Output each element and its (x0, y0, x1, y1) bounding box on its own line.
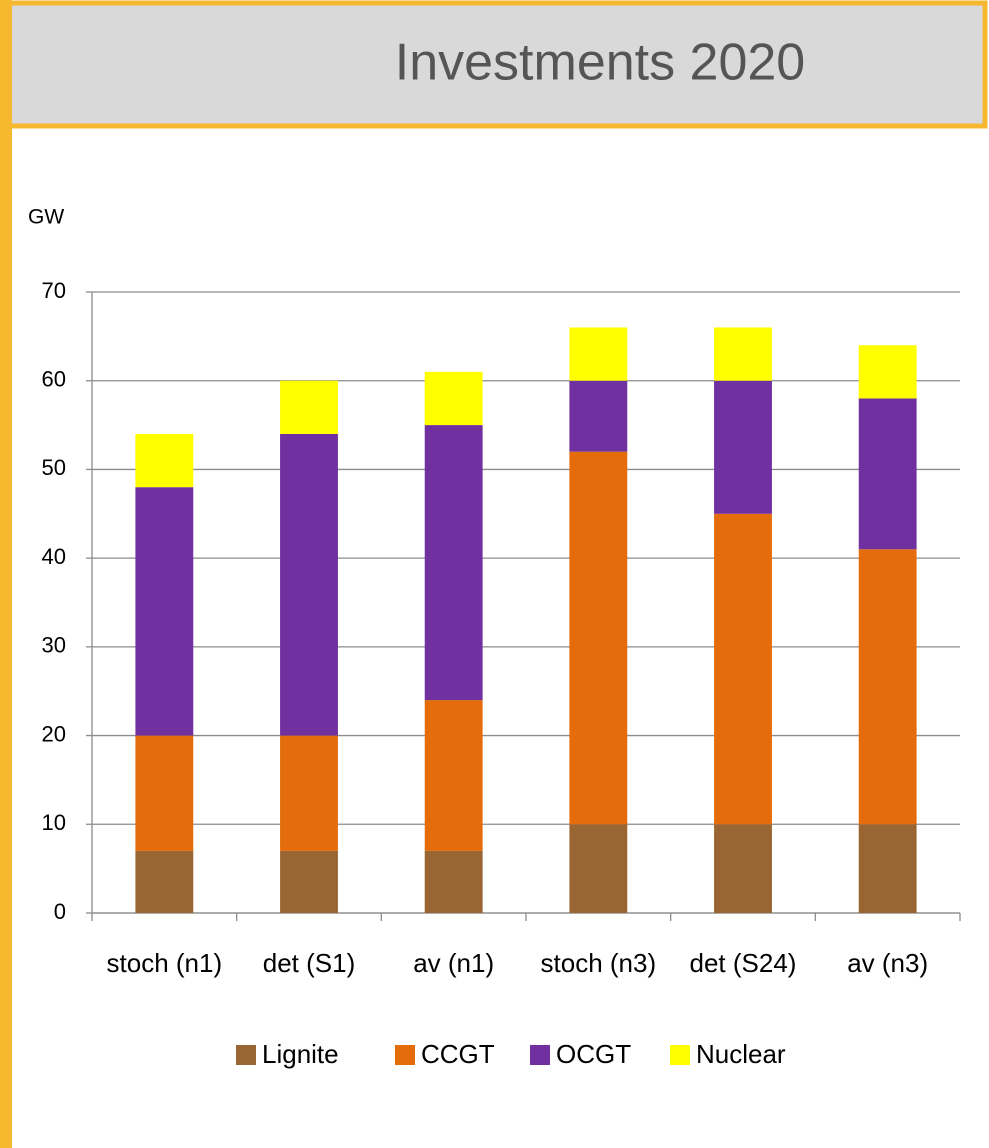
bar-segment (858, 824, 917, 913)
y-axis-label: GW (28, 206, 64, 229)
bar-segment (135, 735, 194, 851)
y-tick-label: 40 (42, 544, 66, 569)
bar-segment (858, 345, 917, 399)
legend-swatch (236, 1045, 256, 1065)
bar-segment (569, 380, 628, 452)
y-tick-label: 70 (42, 278, 66, 303)
y-tick-label: 60 (42, 367, 66, 392)
y-tick-label: 30 (42, 633, 66, 658)
bar-segment (280, 380, 338, 434)
y-tick-label: 0 (54, 899, 66, 924)
bar-segment (569, 824, 628, 913)
bar-segment (714, 513, 772, 825)
legend-swatch (530, 1045, 550, 1065)
x-tick-label: av (n1) (413, 948, 494, 978)
left-border (0, 0, 12, 1148)
bar-segment (280, 735, 338, 851)
bar-segment (135, 850, 194, 913)
bar-segment (714, 824, 772, 913)
bar-segment (714, 380, 772, 514)
y-tick-label: 50 (42, 455, 66, 480)
bar-segment (569, 451, 628, 825)
x-tick-label: det (S1) (263, 948, 356, 978)
bar-segment (424, 425, 483, 701)
legend-label: Lignite (262, 1039, 339, 1069)
x-tick-label: stoch (n1) (107, 948, 223, 978)
bar-segment (280, 433, 338, 736)
legend-swatch (670, 1045, 690, 1065)
bar-segment (858, 549, 917, 825)
bar-segment (424, 700, 483, 851)
bar-segment (569, 327, 628, 381)
bar-segment (280, 850, 338, 913)
bar-segment (135, 487, 194, 736)
legend-label: Nuclear (696, 1039, 786, 1069)
legend-label: OCGT (556, 1039, 631, 1069)
legend-swatch (395, 1045, 415, 1065)
title-band (0, 0, 988, 129)
chart-title: Investments 2020 (395, 34, 805, 92)
bar-segment (858, 398, 917, 550)
x-tick-label: av (n3) (847, 948, 928, 978)
y-tick-label: 20 (42, 721, 66, 746)
bar-segment (424, 850, 483, 913)
x-tick-label: det (S24) (690, 948, 797, 978)
y-tick-label: 10 (42, 810, 66, 835)
legend-label: CCGT (421, 1039, 495, 1069)
bar-segment (135, 433, 194, 488)
x-tick-label: stoch (n3) (541, 948, 657, 978)
bar-segment (714, 327, 772, 381)
bar-segment (424, 371, 483, 426)
